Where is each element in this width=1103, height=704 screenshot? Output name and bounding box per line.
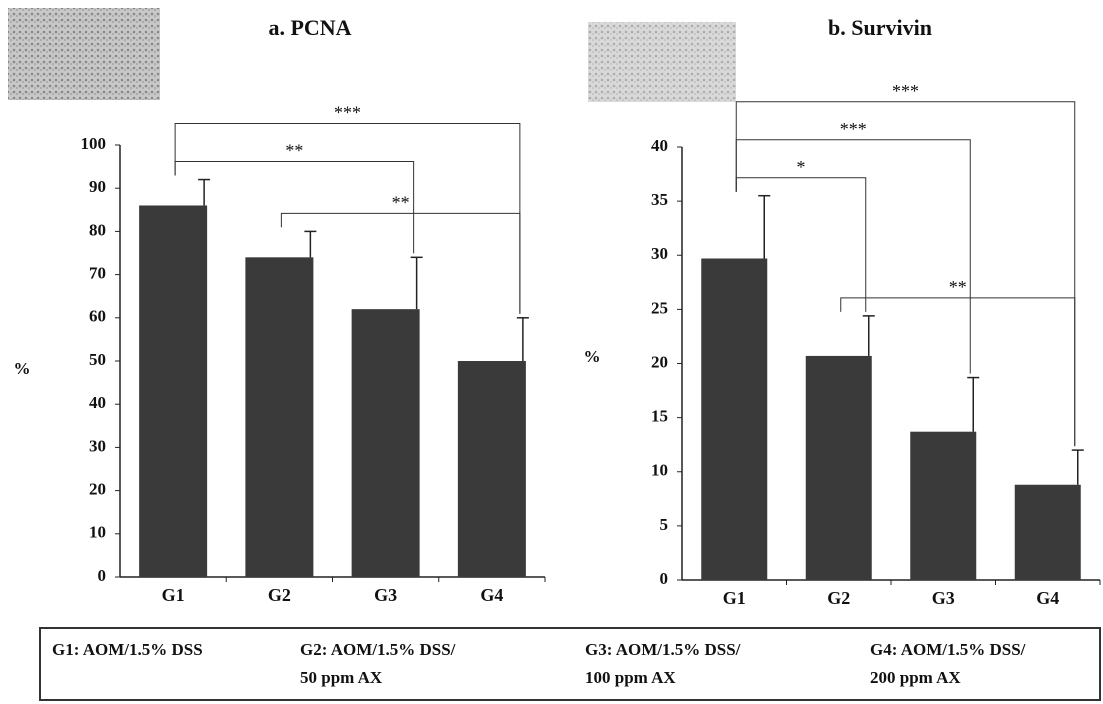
- y-tick-label: 20: [89, 480, 106, 499]
- y-tick-label: 10: [651, 461, 668, 480]
- significance-label: *: [797, 157, 806, 177]
- significance-label: **: [392, 193, 410, 213]
- bar: [701, 258, 768, 580]
- significance-label: **: [949, 277, 967, 297]
- significance-label: **: [285, 141, 303, 161]
- x-tick-label: G3: [932, 588, 955, 608]
- bar: [351, 309, 420, 577]
- y-tick-label: 80: [89, 220, 106, 239]
- legend-box: [39, 627, 1101, 701]
- significance-bracket: [840, 297, 1076, 447]
- bar: [457, 361, 526, 577]
- bar: [245, 257, 314, 577]
- legend-text: G4: AOM/1.5% DSS/: [870, 640, 1026, 659]
- chart-title: a. PCNA: [268, 15, 351, 40]
- y-tick-label: 40: [89, 393, 106, 412]
- y-tick-label: 30: [651, 244, 668, 263]
- y-tick-label: 40: [651, 136, 668, 155]
- y-axis-label: %: [584, 347, 601, 366]
- bar: [1014, 484, 1081, 580]
- x-tick-label: G2: [268, 585, 291, 605]
- significance-label: ***: [840, 119, 867, 139]
- x-tick-label: G2: [827, 588, 850, 608]
- y-tick-label: 5: [660, 515, 669, 534]
- significance-bracket: [280, 212, 521, 314]
- legend-text: G2: AOM/1.5% DSS/: [300, 640, 456, 659]
- significance-bracket: [174, 161, 415, 254]
- significance-bracket: [735, 139, 971, 374]
- legend-text: 50 ppm AX: [300, 668, 383, 687]
- x-tick-label: G3: [374, 585, 397, 605]
- significance-label: ***: [334, 103, 361, 123]
- legend-text: 200 ppm AX: [870, 668, 961, 687]
- y-tick-label: 15: [651, 407, 668, 426]
- significance-label: ***: [892, 81, 919, 101]
- x-tick-label: G4: [1036, 588, 1059, 608]
- bar: [139, 205, 208, 578]
- y-tick-label: 50: [89, 350, 106, 369]
- y-tick-label: 0: [660, 569, 669, 588]
- significance-bracket: [735, 101, 1076, 447]
- y-tick-label: 35: [651, 190, 668, 209]
- y-tick-label: 25: [651, 298, 668, 317]
- y-tick-label: 100: [81, 134, 107, 153]
- y-tick-label: 70: [89, 264, 106, 283]
- thumbnail: [8, 8, 160, 100]
- y-tick-label: 20: [651, 352, 668, 371]
- y-tick-label: 60: [89, 307, 106, 326]
- y-tick-label: 0: [98, 566, 107, 585]
- thumbnail: [588, 22, 736, 102]
- bar: [910, 431, 977, 580]
- chart-title: b. Survivin: [828, 15, 932, 40]
- y-axis-label: %: [14, 359, 31, 378]
- y-tick-label: 30: [89, 436, 106, 455]
- significance-bracket: [174, 123, 521, 314]
- x-tick-label: G1: [723, 588, 746, 608]
- legend-text: 100 ppm AX: [585, 668, 676, 687]
- legend-text: G3: AOM/1.5% DSS/: [585, 640, 741, 659]
- y-tick-label: 10: [89, 523, 106, 542]
- y-tick-label: 90: [89, 177, 106, 196]
- legend-text: G1: AOM/1.5% DSS: [52, 640, 203, 659]
- bar: [805, 355, 872, 580]
- x-tick-label: G1: [162, 585, 185, 605]
- x-tick-label: G4: [480, 585, 503, 605]
